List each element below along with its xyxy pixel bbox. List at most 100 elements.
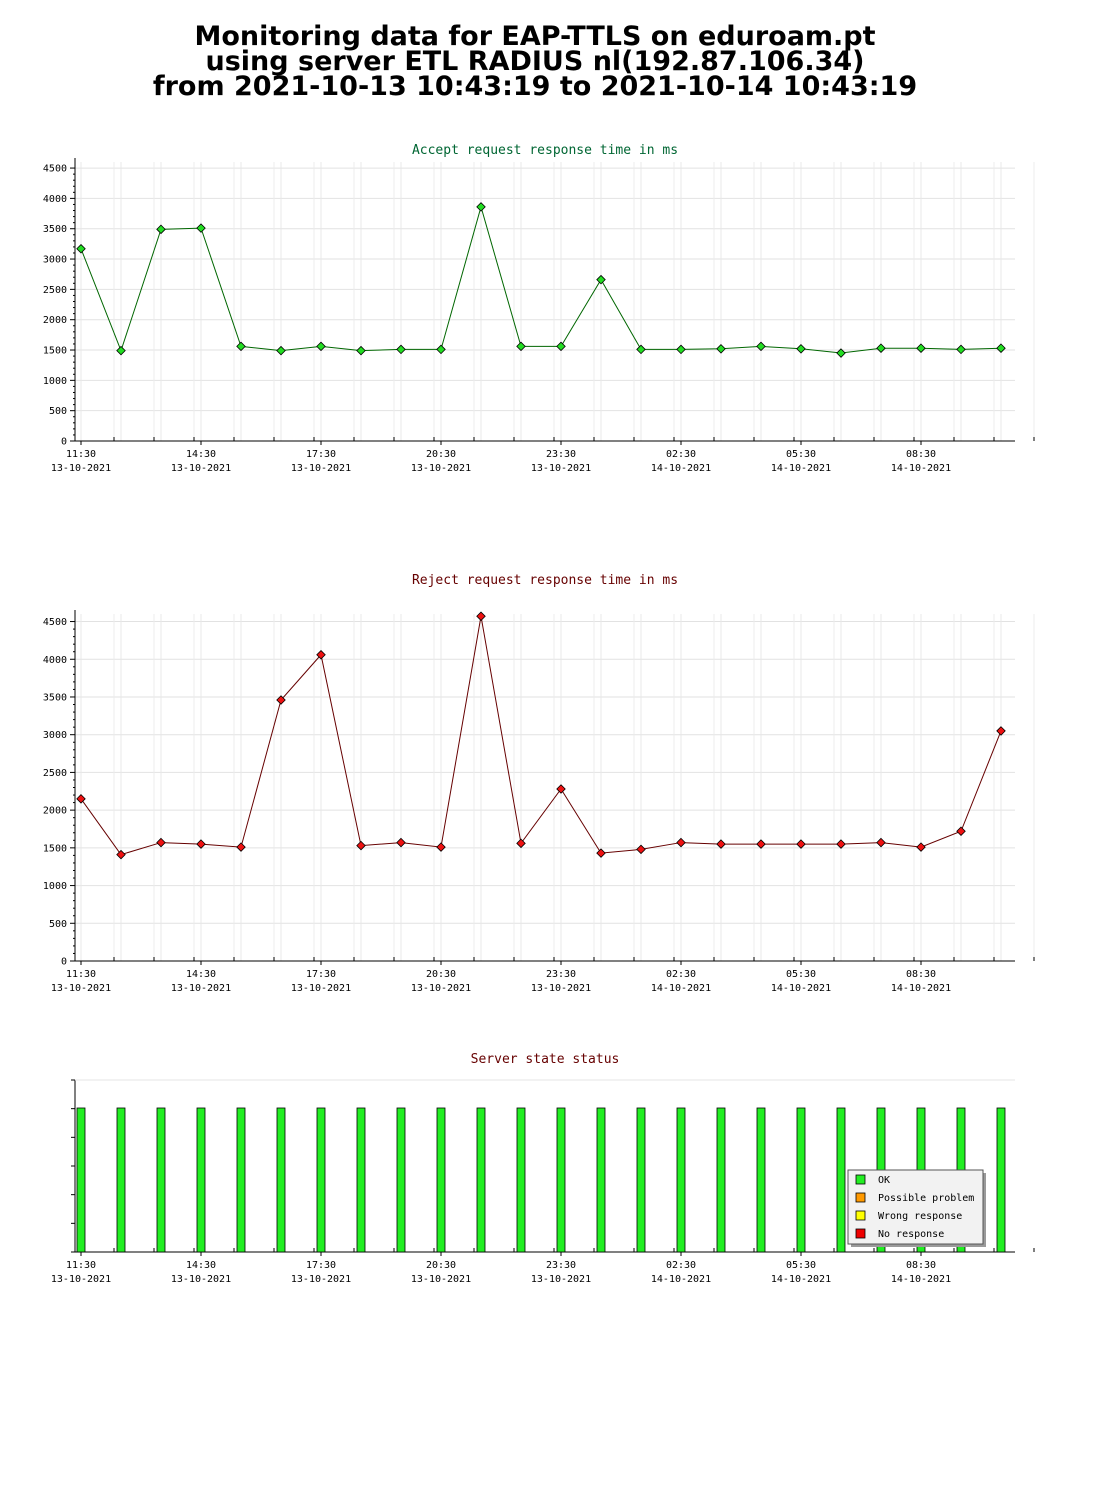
data-point xyxy=(116,849,126,860)
x-tick-label-time: 14:30 xyxy=(186,969,216,980)
x-tick-label-date: 13-10-2021 xyxy=(51,1274,111,1285)
x-tick-label-date: 13-10-2021 xyxy=(531,1274,591,1285)
x-tick-label-date: 14-10-2021 xyxy=(651,463,711,474)
x-tick-label-date: 14-10-2021 xyxy=(651,1274,711,1285)
x-tick-label-time: 17:30 xyxy=(306,969,336,980)
data-point xyxy=(476,611,486,622)
x-tick-label-time: 11:30 xyxy=(66,449,96,460)
data-point xyxy=(596,274,606,285)
data-point xyxy=(196,223,206,233)
x-tick-label-date: 13-10-2021 xyxy=(171,983,231,994)
y-tick-label: 1500 xyxy=(43,346,67,357)
status-bar xyxy=(716,1107,726,1253)
x-tick-label-time: 11:30 xyxy=(66,969,96,980)
x-tick-label-time: 08:30 xyxy=(906,1260,936,1271)
data-point xyxy=(76,794,86,804)
y-tick-label: 2500 xyxy=(43,285,67,296)
x-tick-label-time: 02:30 xyxy=(666,969,696,980)
status-bar xyxy=(596,1107,606,1253)
data-point xyxy=(756,341,766,352)
data-point xyxy=(396,837,406,848)
data-point xyxy=(516,341,526,352)
data-point xyxy=(356,840,366,851)
x-tick-label-date: 13-10-2021 xyxy=(291,983,351,994)
y-tick-label: 4000 xyxy=(43,194,67,205)
data-point xyxy=(196,839,206,849)
status-bar xyxy=(356,1107,366,1253)
y-tick-label: 1000 xyxy=(43,376,67,387)
legend-swatch xyxy=(855,1228,866,1239)
data-point xyxy=(276,695,286,705)
data-point xyxy=(716,344,726,354)
data-point xyxy=(796,839,806,849)
status-bar xyxy=(316,1107,326,1253)
data-point xyxy=(556,341,566,352)
y-tick-label: 1000 xyxy=(43,881,67,892)
y-tick-label: 1500 xyxy=(43,843,67,854)
x-tick-label-time: 20:30 xyxy=(426,969,456,980)
data-point xyxy=(756,839,766,849)
x-tick-label-date: 14-10-2021 xyxy=(771,1274,831,1285)
x-tick-label-date: 14-10-2021 xyxy=(771,463,831,474)
legend-swatch xyxy=(855,1210,866,1221)
y-tick-label: 3500 xyxy=(43,692,67,703)
status-bar xyxy=(156,1107,166,1253)
legend-label: No response xyxy=(878,1229,944,1240)
data-point xyxy=(396,344,406,355)
y-tick-label: 3500 xyxy=(43,224,67,235)
data-point xyxy=(676,837,686,848)
x-tick-label-time: 11:30 xyxy=(66,1260,96,1271)
x-tick-label-date: 13-10-2021 xyxy=(291,1274,351,1285)
status-bar xyxy=(276,1107,286,1253)
data-point xyxy=(996,343,1006,353)
status-bar xyxy=(476,1107,486,1253)
x-tick-label-time: 02:30 xyxy=(666,1260,696,1271)
data-point xyxy=(636,344,646,355)
x-tick-label-date: 13-10-2021 xyxy=(291,463,351,474)
series-line xyxy=(80,616,1002,856)
y-tick-label: 3000 xyxy=(43,255,67,266)
data-point xyxy=(76,243,86,254)
title-line-2: using server ETL RADIUS nl(192.87.106.34… xyxy=(205,46,865,77)
chart-title: Reject request response time in ms xyxy=(412,573,678,588)
y-tick-label: 4500 xyxy=(43,164,67,175)
data-point xyxy=(596,848,606,858)
data-point xyxy=(916,842,926,852)
data-point xyxy=(916,343,926,353)
x-tick-label-date: 13-10-2021 xyxy=(411,983,471,994)
legend-label: OK xyxy=(878,1175,890,1186)
status-bar xyxy=(76,1107,86,1253)
status-bar xyxy=(996,1107,1006,1253)
legend-label: Possible problem xyxy=(878,1193,974,1204)
data-point xyxy=(436,344,446,355)
x-tick-label-time: 20:30 xyxy=(426,1260,456,1271)
y-tick-label: 0 xyxy=(61,437,67,448)
data-point xyxy=(436,842,446,852)
x-tick-label-date: 13-10-2021 xyxy=(531,463,591,474)
status-bar xyxy=(636,1107,646,1253)
data-point xyxy=(236,341,246,352)
x-tick-label-date: 13-10-2021 xyxy=(411,463,471,474)
data-point xyxy=(356,345,366,356)
y-tick-label: 500 xyxy=(49,919,67,930)
x-tick-label-date: 14-10-2021 xyxy=(771,983,831,994)
data-point xyxy=(636,844,646,855)
x-tick-label-time: 05:30 xyxy=(786,969,816,980)
y-tick-label: 3000 xyxy=(43,730,67,741)
y-tick-label: 0 xyxy=(61,957,67,968)
data-point xyxy=(556,784,566,794)
x-tick-label-time: 05:30 xyxy=(786,449,816,460)
x-tick-label-date: 14-10-2021 xyxy=(891,983,951,994)
x-tick-label-time: 20:30 xyxy=(426,449,456,460)
data-point xyxy=(876,343,886,353)
chart-title: Accept request response time in ms xyxy=(412,143,678,158)
status-bar xyxy=(556,1107,566,1253)
x-tick-label-date: 14-10-2021 xyxy=(651,983,711,994)
x-tick-label-date: 13-10-2021 xyxy=(171,463,231,474)
y-tick-label: 2500 xyxy=(43,768,67,779)
y-tick-label: 2000 xyxy=(43,806,67,817)
page-title: Monitoring data for EAP-TTLS on eduroam.… xyxy=(0,23,1070,100)
legend-swatch xyxy=(855,1192,866,1203)
legend-swatch xyxy=(855,1174,866,1185)
chart-title: Server state status xyxy=(471,1052,620,1067)
